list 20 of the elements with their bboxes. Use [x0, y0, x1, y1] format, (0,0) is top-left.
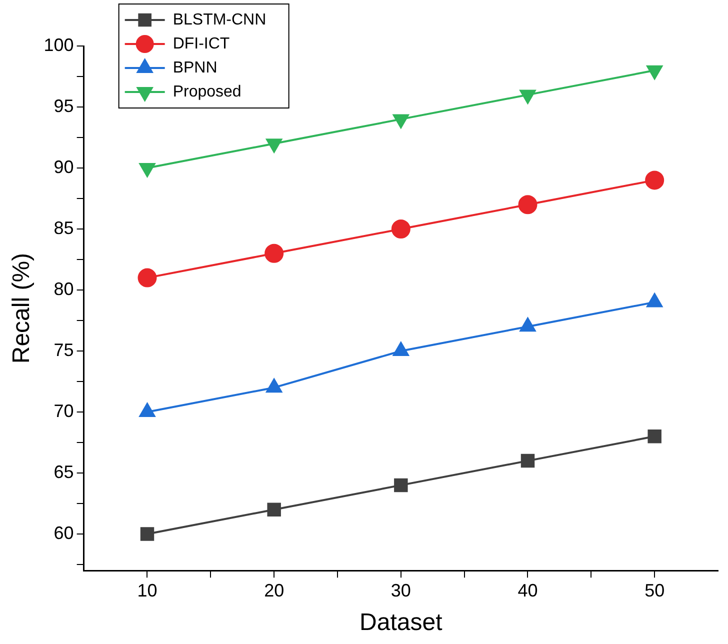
- y-tick-label: 95: [54, 96, 74, 116]
- y-tick-label: 65: [54, 462, 74, 482]
- y-tick-label: 80: [54, 278, 74, 299]
- legend-label: BLSTM-CNN: [172, 11, 266, 28]
- x-tick-label: 10: [137, 580, 158, 600]
- y-tick-label: 90: [54, 156, 74, 177]
- legend-label: DFI-ICT: [172, 35, 230, 52]
- x-tick-label: 20: [264, 580, 284, 600]
- legend-label: BPNN: [172, 59, 218, 76]
- x-axis-title: Dataset: [360, 609, 443, 636]
- y-tick-label: 70: [54, 400, 74, 421]
- y-tick-label: 75: [54, 340, 74, 360]
- y-axis-title: Recall (%): [8, 252, 36, 364]
- x-tick-label: 30: [390, 580, 411, 600]
- x-tick-label: 50: [644, 580, 665, 600]
- legend-label: Proposed: [172, 83, 242, 100]
- x-tick-label: 40: [518, 580, 538, 600]
- y-tick-label: 60: [54, 522, 74, 543]
- y-tick-label: 100: [44, 34, 74, 55]
- y-tick-label: 85: [54, 218, 74, 238]
